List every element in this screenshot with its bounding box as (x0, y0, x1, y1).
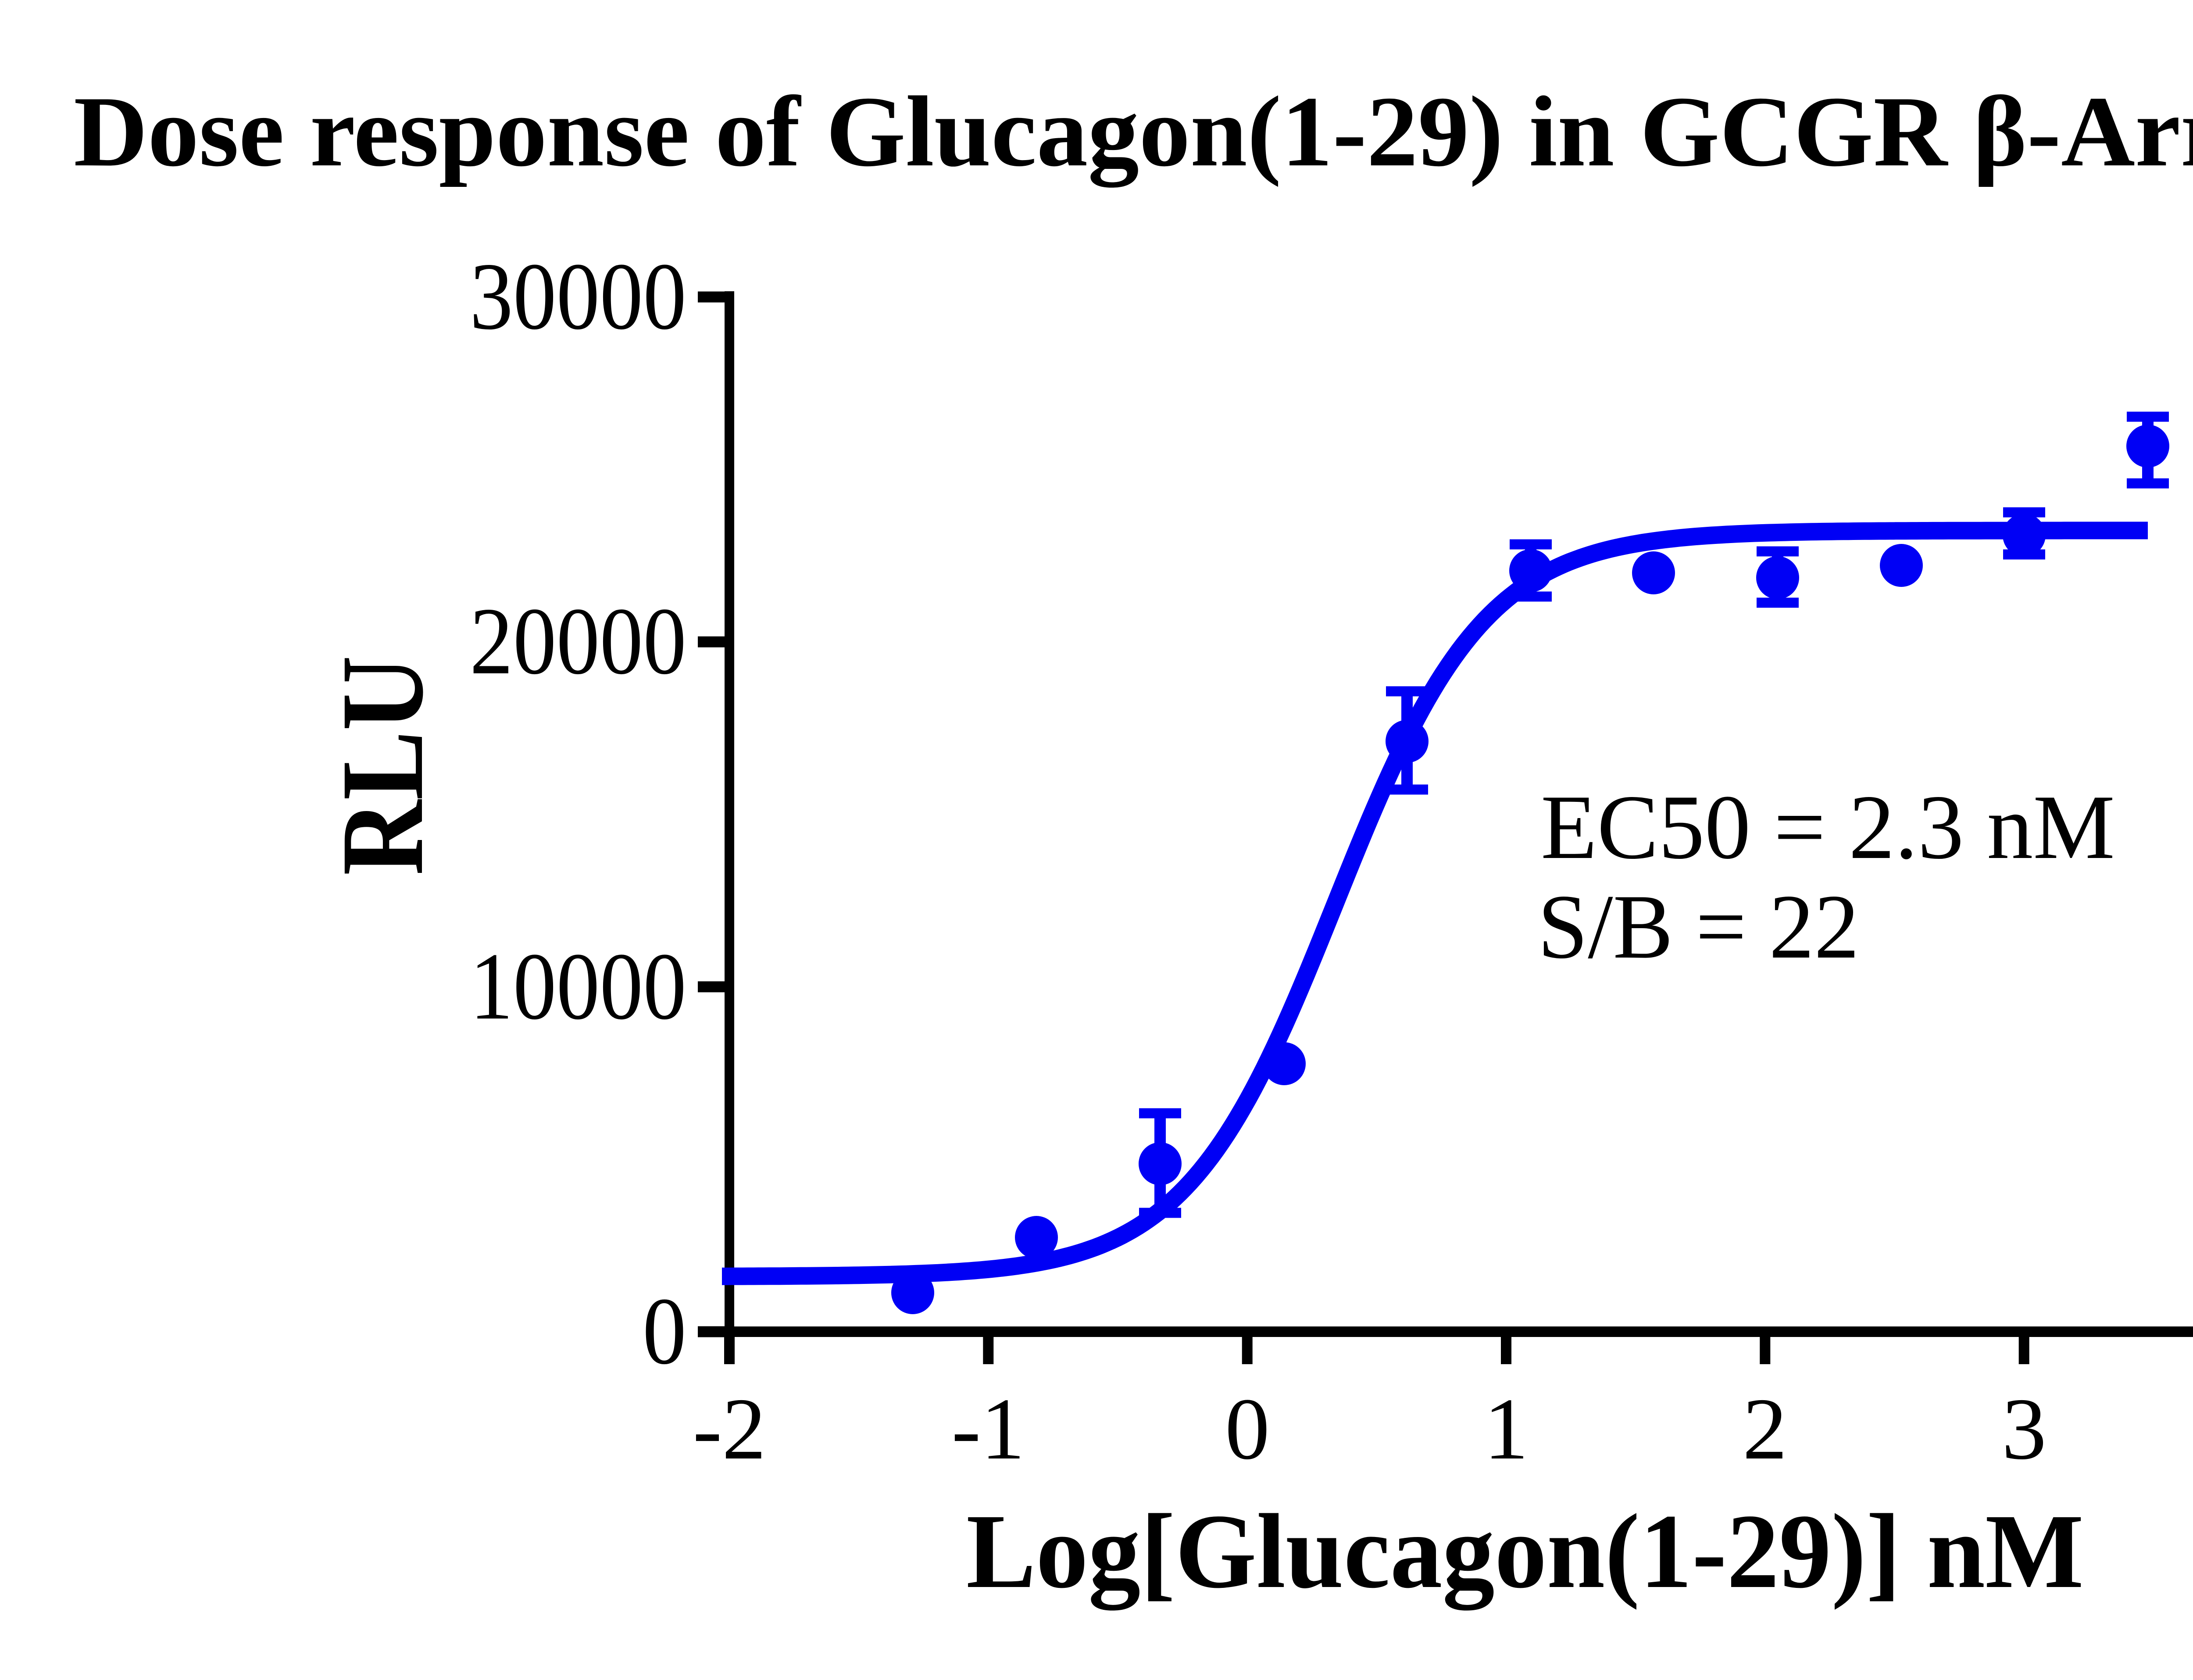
svg-text:2: 2 (1743, 1380, 1787, 1478)
svg-text:Dose response of Glucagon(1-29: Dose response of Glucagon(1-29) in GCGR … (74, 75, 2193, 188)
svg-text:S/B = 22: S/B = 22 (1538, 876, 1859, 978)
svg-text:0: 0 (643, 1278, 686, 1384)
svg-text:3: 3 (2002, 1380, 2047, 1478)
svg-text:20000: 20000 (470, 588, 686, 694)
svg-text:30000: 30000 (470, 243, 686, 350)
svg-text:1: 1 (1484, 1380, 1529, 1478)
svg-text:10000: 10000 (470, 933, 686, 1040)
svg-text:Log[Glucagon(1-29)] nM: Log[Glucagon(1-29)] nM (966, 1492, 2084, 1611)
svg-text:-1: -1 (952, 1380, 1025, 1478)
svg-text:RLU: RLU (317, 656, 448, 876)
svg-text:0: 0 (1225, 1380, 1270, 1478)
svg-text:-2: -2 (693, 1380, 766, 1478)
svg-text:EC50 = 2.3 nM: EC50 = 2.3 nM (1541, 776, 2115, 878)
